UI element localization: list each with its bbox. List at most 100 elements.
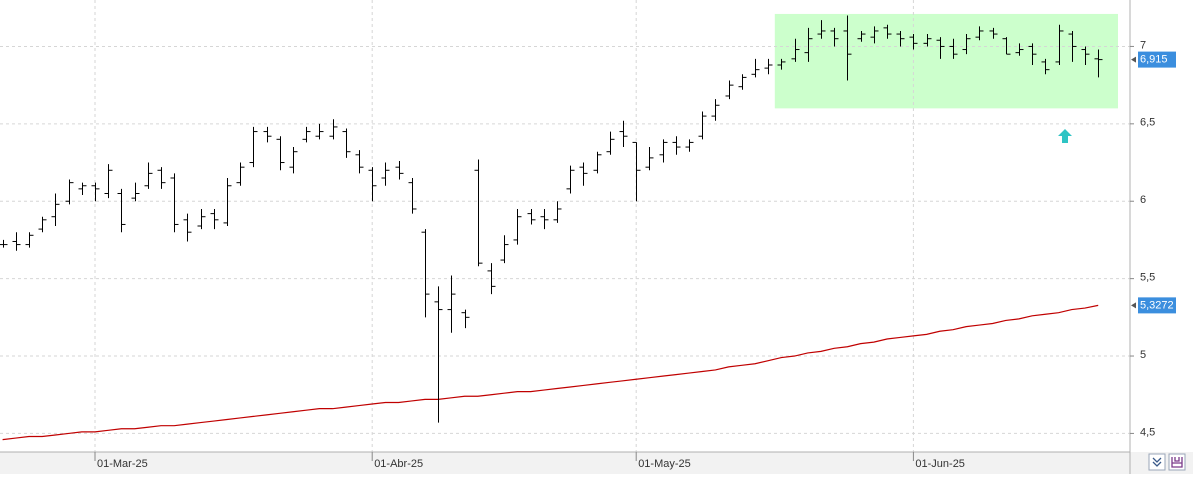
- ohlc-bar: [263, 126, 272, 143]
- ohlc-bar: [38, 216, 47, 233]
- ohlc-bar: [1015, 43, 1024, 56]
- save-icon: [1171, 457, 1183, 468]
- ohlc-bar: [0, 239, 8, 248]
- ohlc-bar: [698, 111, 707, 140]
- ohlc-bar: [566, 165, 575, 194]
- ohlc-bar: [936, 37, 945, 59]
- ohlc-bar: [659, 139, 668, 163]
- ohlc-bar: [1068, 30, 1077, 62]
- y-tick-label: 5,5: [1140, 272, 1155, 284]
- ohlc-bar: [289, 147, 298, 174]
- ohlc-bar: [236, 162, 245, 186]
- ohlc-bar: [12, 232, 21, 251]
- background-layer: [774, 13, 1118, 109]
- ohlc-bar: [25, 232, 34, 248]
- y-tick-label: 7: [1140, 39, 1146, 51]
- ohlc-bar: [975, 26, 984, 41]
- save-button[interactable]: [1168, 453, 1186, 471]
- ohlc-bar: [1002, 37, 1011, 55]
- ohlc-bar: [857, 30, 866, 42]
- y-tick-label: 5: [1140, 349, 1146, 361]
- ohlc-bar: [65, 179, 74, 205]
- ohlc-bar: [923, 34, 932, 47]
- signal-arrow: [1058, 129, 1072, 143]
- axis-layer: 4,5 5 5,5 6 6,5 7 01-Mar-25 01-Abr-25 01-May-25 0…: [94, 39, 1176, 470]
- ohlc-bar: [711, 99, 720, 121]
- zoom-button[interactable]: [1148, 453, 1166, 471]
- highlight-box: [774, 13, 1118, 109]
- y-tick-label: 6,5: [1140, 117, 1155, 129]
- ohlc-bar: [249, 126, 258, 168]
- ohlc-bar: [883, 24, 892, 39]
- ohlc-bar: [764, 58, 773, 75]
- ohlc-bar: [329, 119, 338, 140]
- ohlc-bar: [593, 151, 602, 174]
- ohlc-bar: [989, 27, 998, 39]
- data-layer: [0, 15, 1103, 441]
- price-marker-pointer: [1131, 302, 1136, 309]
- ohlc-bar: [1055, 24, 1064, 66]
- ohlc-bar: [909, 34, 918, 50]
- zoom-icon: [1152, 457, 1162, 467]
- ohlc-bar: [408, 178, 417, 214]
- ohlc-bar: [619, 120, 628, 148]
- ohlc-bar: [91, 182, 100, 202]
- ohlc-bar: [553, 201, 562, 223]
- ohlc-bar: [804, 27, 813, 62]
- ohlc-bar: [104, 164, 113, 199]
- ohlc-bar: [144, 162, 153, 189]
- ohlc-bar: [579, 162, 588, 186]
- price-marker-label: 5,3272: [1140, 299, 1174, 311]
- ohlc-bar: [751, 58, 760, 78]
- ohlc-bar: [632, 141, 641, 202]
- ohlc-bar: [461, 309, 470, 329]
- ohlc-bar: [685, 139, 694, 152]
- ohlc-bar: [1028, 43, 1037, 66]
- ohlc-bar: [672, 136, 681, 155]
- ohlc-bar: [513, 208, 522, 245]
- ohlc-bar: [117, 188, 126, 233]
- ohlc-bar: [1081, 46, 1090, 66]
- ohlc-bar: [78, 182, 87, 196]
- ohlc-bar: [725, 80, 734, 100]
- price-marker-pointer: [1131, 56, 1136, 63]
- ohlc-bar: [870, 26, 879, 44]
- ohlc-bar: [949, 38, 958, 59]
- grid-layer: [0, 0, 1130, 452]
- x-axis-band: [0, 452, 1193, 474]
- ohlc-bar: [51, 193, 60, 226]
- price-marker: [1138, 297, 1176, 314]
- ohlc-bar: [843, 15, 852, 81]
- moving-average-line: [2, 304, 1099, 441]
- ohlc-bar: [487, 263, 496, 295]
- ohlc-bar: [210, 208, 219, 230]
- ohlc-bar: [355, 150, 364, 174]
- ohlc-bar: [527, 208, 536, 225]
- ohlc-bar: [791, 38, 800, 62]
- ohlc-bar: [421, 229, 430, 318]
- ohlc-bar: [434, 286, 443, 423]
- ohlc-bar: [170, 173, 179, 233]
- ohlc-bar: [381, 162, 390, 186]
- ohlc-bar: [1041, 58, 1050, 75]
- ohlc-bar: [395, 160, 404, 180]
- ohlc-bar: [830, 27, 839, 47]
- ohlc-bar: [157, 167, 166, 189]
- ohlc-bar: [197, 208, 206, 230]
- x-tick-label: 01-Abr-25: [374, 458, 423, 470]
- y-tick-label: 4,5: [1140, 426, 1155, 438]
- ohlc-bar: [645, 147, 654, 171]
- ohlc-bar: [500, 235, 509, 264]
- ohlc-bar: [540, 208, 549, 230]
- ohlc-bar: [183, 213, 192, 242]
- save-button-frame[interactable]: [1168, 453, 1186, 471]
- ohlc-bar: [962, 34, 971, 55]
- ohlc-bar: [474, 159, 483, 267]
- ohlc-bar: [447, 275, 456, 333]
- ohlc-bar: [817, 20, 826, 39]
- ohlc-bar: [896, 30, 905, 47]
- ohlc-bar: [302, 126, 311, 143]
- ohlc-bar: [276, 136, 285, 171]
- ohlc-bar: [342, 128, 351, 158]
- ohlc-bar: [131, 182, 140, 202]
